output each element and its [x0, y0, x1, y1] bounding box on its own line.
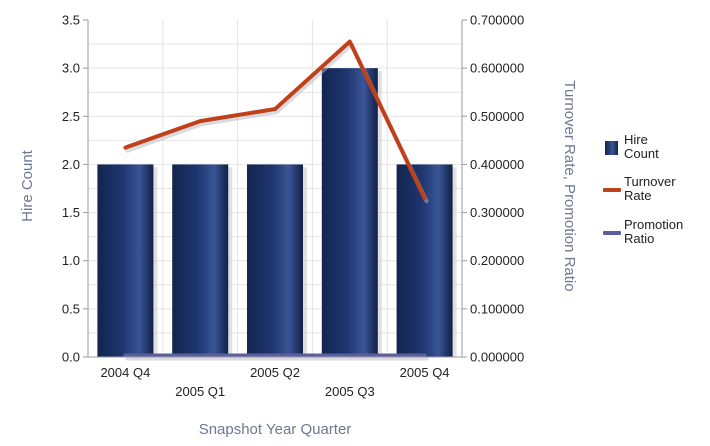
x-tick-label: 2005 Q3	[325, 384, 375, 399]
legend-label: Turnover	[624, 174, 676, 189]
x-tick-label: 2005 Q1	[175, 384, 225, 399]
bar-series-hire-count	[97, 68, 453, 358]
legend-label: Hire	[624, 132, 648, 147]
y2-tick-label: 0.600000	[470, 61, 524, 76]
legend-marker-line	[603, 188, 621, 192]
y-tick-label: 0.0	[62, 350, 80, 365]
turnover-rate-line	[123, 39, 427, 201]
y-tick-label: 1.5	[62, 205, 80, 220]
x-tick-label: 2005 Q4	[400, 365, 450, 380]
tick-labels: 0.0 0.5 1.0 1.5 2.0 2.5 3.0 3.5 0.000000 0.100000…	[62, 13, 524, 400]
y2-tick-label: 0.500000	[470, 109, 524, 124]
legend-label: Count	[624, 146, 659, 161]
legend-label: Ratio	[624, 231, 654, 246]
y-tick-label: 3.0	[62, 61, 80, 76]
y-tick-label: 0.5	[62, 301, 80, 316]
bar	[97, 164, 154, 357]
y2-tick-label: 0.700000	[470, 13, 524, 28]
bar	[321, 68, 378, 358]
axes	[83, 19, 467, 358]
x-tick-label: 2005 Q2	[250, 365, 300, 380]
legend-marker-square	[605, 141, 618, 155]
legend-marker-line	[603, 231, 621, 235]
x-tick-label: 2004 Q4	[100, 365, 150, 380]
bar	[172, 164, 229, 357]
y-tick-label: 1.0	[62, 253, 80, 268]
y2-axis-title: Turnover Rate, Promotion Ratio	[561, 80, 578, 291]
y2-tick-label: 0.200000	[470, 253, 524, 268]
y-tick-label: 2.5	[62, 109, 80, 124]
y-tick-label: 3.5	[62, 13, 80, 28]
y2-tick-label: 0.400000	[470, 157, 524, 172]
line-series	[123, 39, 429, 361]
y2-tick-label: 0.000000	[470, 350, 524, 365]
y2-tick-label: 0.300000	[470, 205, 524, 220]
x-axis-title: Snapshot Year Quarter	[199, 421, 352, 438]
legend-label: Promotion	[624, 217, 683, 232]
y-axis-title: Hire Count	[19, 149, 36, 222]
bar	[247, 164, 303, 357]
legend-label: Rate	[624, 188, 651, 203]
y2-tick-label: 0.100000	[470, 301, 524, 316]
y-tick-label: 2.0	[62, 157, 80, 172]
